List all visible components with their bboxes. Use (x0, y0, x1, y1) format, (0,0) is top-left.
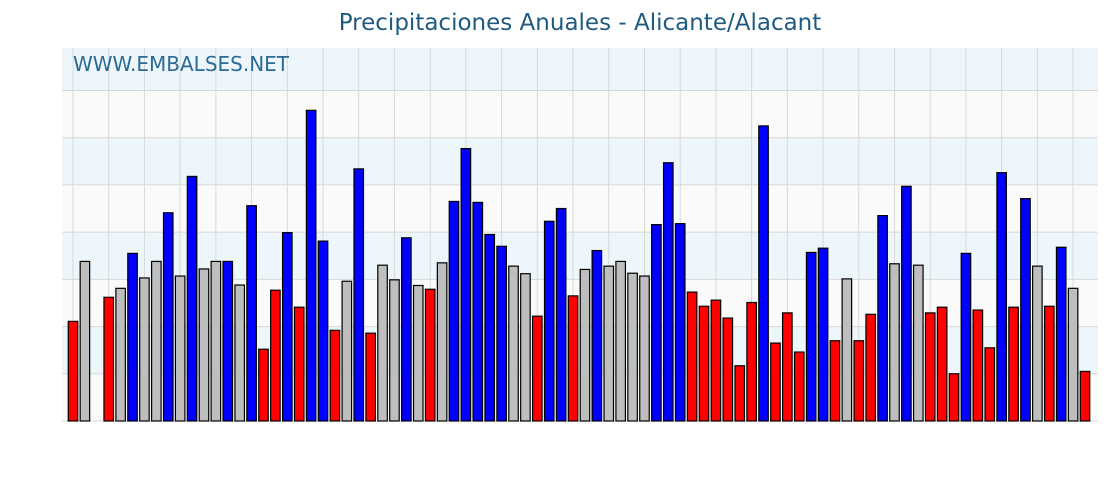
bar-74-75 (496, 245, 507, 422)
bar-42-43 (115, 287, 126, 422)
bar-66-67 (401, 237, 412, 422)
bar-83-84 (603, 265, 615, 422)
bar-96-97 (758, 125, 769, 422)
bar-48-49 (186, 175, 198, 422)
bar-90-91 (686, 291, 698, 422)
bar-13-14 (960, 252, 972, 422)
bar-79-80 (555, 207, 567, 422)
bar-22-23 (1067, 287, 1079, 422)
bar-70-71 (448, 200, 460, 422)
bar-64-65 (377, 264, 388, 422)
bar-20-21 (1043, 305, 1055, 422)
bar-09-10 (912, 264, 924, 422)
bar-81-82 (579, 268, 591, 422)
bars (67, 109, 1091, 422)
chart-title: Precipitaciones Anuales - Alicante/Alaca… (338, 10, 822, 36)
bar-80-81 (567, 295, 579, 422)
bar-65-66 (389, 279, 400, 422)
bar-00-01 (805, 251, 817, 422)
bar-18-19 (1020, 198, 1031, 422)
bar-12-13 (948, 373, 960, 422)
bar-11-12 (936, 306, 948, 422)
bar-85-86 (627, 272, 638, 422)
bar-98-99 (782, 312, 793, 422)
bar-86-87 (639, 275, 650, 422)
bar-93-94 (722, 317, 734, 422)
bar-71-72 (460, 147, 472, 422)
bar-94-95 (734, 365, 746, 422)
watermark-text: WWW.EMBALSES.NET (73, 52, 290, 76)
bar-82-83 (591, 249, 603, 422)
bar-17-18 (1008, 306, 1019, 422)
bar-52-53 (234, 284, 246, 422)
bar-01-02 (817, 247, 829, 422)
bar-49-50 (198, 268, 210, 422)
bar-58-59 (305, 109, 317, 422)
bar-87-88 (651, 223, 662, 422)
bar-62-63 (353, 168, 365, 422)
bar-67-68 (412, 284, 424, 422)
bar-59-60 (317, 240, 329, 422)
bar-55-56 (270, 289, 281, 422)
bar-14-15 (972, 309, 984, 422)
bar-21-22 (1055, 246, 1067, 422)
bar-63-64 (365, 332, 376, 422)
bar-78-79 (543, 220, 555, 422)
bar-61-62 (341, 280, 353, 422)
bar-89-90 (674, 223, 686, 422)
bar-51-52 (222, 260, 234, 422)
bar-68-69 (424, 288, 436, 422)
bar-43-44 (127, 252, 138, 422)
bar-60-61 (329, 329, 341, 422)
bar-57-58 (293, 306, 305, 422)
bar-92-93 (710, 299, 722, 422)
bar-77-78 (531, 315, 543, 422)
bar-41-42 (103, 296, 115, 422)
bar-95-96 (746, 301, 757, 422)
bar-45-46 (150, 260, 162, 422)
bar-73-74 (484, 233, 496, 422)
bar-06-07 (877, 215, 888, 422)
bar-05-06 (865, 313, 877, 422)
bar-04-05 (853, 340, 865, 422)
bar-53-54 (246, 205, 257, 422)
bar-76-77 (520, 273, 531, 422)
bar-38-39 (67, 320, 79, 422)
bar-88-89 (662, 162, 674, 422)
bar-69-70 (436, 262, 448, 422)
bar-10-11 (924, 312, 936, 422)
bar-03-04 (841, 278, 853, 422)
bar-75-76 (508, 265, 519, 422)
bar-02-03 (829, 340, 841, 422)
bar-72-73 (472, 201, 484, 422)
bar-07-08 (889, 263, 900, 422)
bar-56-57 (281, 232, 293, 422)
bar-15-16 (984, 347, 996, 422)
bar-39-40 (79, 260, 91, 422)
bar-99-00 (793, 351, 805, 422)
bar-54-55 (258, 348, 269, 422)
bar-50-51 (210, 260, 222, 422)
bar-46-47 (162, 212, 174, 422)
bar-16-17 (996, 172, 1008, 422)
bar-84-85 (615, 260, 627, 422)
bar-91-92 (698, 305, 710, 422)
bar-19-20 (1032, 265, 1043, 422)
bar-97-98 (770, 342, 781, 422)
bar-47-48 (174, 275, 186, 422)
background-bands (62, 48, 1098, 421)
bar-08-09 (901, 185, 912, 422)
bar-44-45 (139, 277, 150, 422)
